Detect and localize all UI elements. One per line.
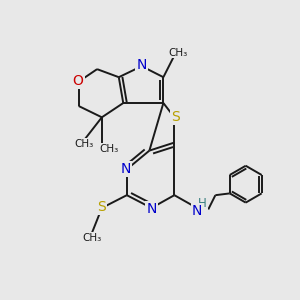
Text: CH₃: CH₃	[168, 47, 188, 58]
Text: N: N	[136, 58, 147, 72]
Text: O: O	[73, 74, 83, 88]
Text: N: N	[120, 162, 130, 176]
Text: N: N	[146, 202, 157, 216]
Text: S: S	[172, 110, 180, 124]
Text: CH₃: CH₃	[100, 144, 119, 154]
Text: H: H	[198, 197, 207, 210]
Text: CH₃: CH₃	[82, 233, 102, 243]
Text: N: N	[192, 204, 202, 218]
Text: S: S	[97, 200, 106, 214]
Text: CH₃: CH₃	[74, 139, 93, 149]
